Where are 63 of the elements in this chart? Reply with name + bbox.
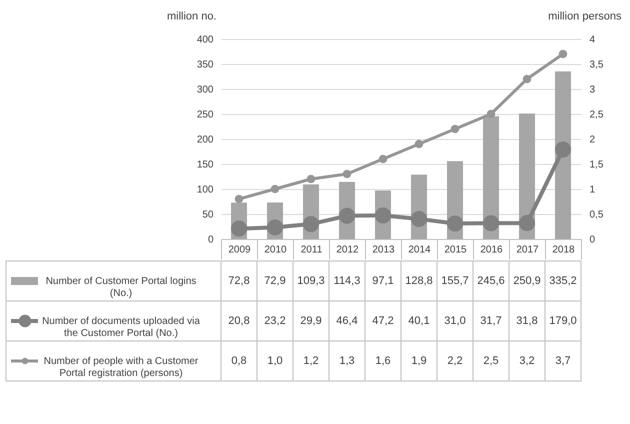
data-label: 1,6 — [375, 355, 391, 367]
legend-label: Number of people with a Customer Portal registration (persons) — [44, 356, 199, 379]
data-label: 114,3 — [334, 275, 360, 287]
y2-tick-label: 0 — [590, 234, 596, 246]
data-label: 40,1 — [408, 315, 430, 327]
data-label: 128,8 — [405, 275, 433, 287]
y2-tick-label: 3,5 — [590, 60, 604, 70]
x-tick-label: 2018 — [552, 244, 576, 256]
y2-tick-label: 1,5 — [590, 160, 604, 170]
data-label: 1,9 — [411, 355, 427, 367]
data-label: 2,5 — [483, 355, 499, 367]
y-tick-label: 150 — [196, 160, 214, 170]
y2-tick-label: 2 — [590, 134, 596, 146]
data-label: 46,4 — [336, 315, 358, 327]
data-label: 31,0 — [444, 315, 466, 327]
y-tick-label: 200 — [196, 134, 214, 146]
data-label: 1,2 — [303, 355, 319, 367]
data-label: 1,0 — [267, 355, 283, 367]
data-label: 20,8 — [228, 315, 250, 327]
x-tick-label: 2009 — [228, 244, 252, 256]
x-tick-label: 2015 — [444, 244, 468, 256]
data-label: 29,9 — [300, 315, 322, 327]
y-tick-label: 0 — [208, 234, 214, 246]
y-tick-label: 300 — [196, 84, 214, 96]
data-label: 155,7 — [441, 275, 469, 287]
x-tick-label: 2011 — [300, 244, 323, 256]
y-tick-label: 400 — [196, 34, 214, 46]
data-label: 97,1 — [372, 275, 394, 287]
y-tick-label: 50 — [202, 210, 214, 220]
legend-label: Number of Customer Portal logins (No.) — [46, 276, 196, 299]
data-label: 72,9 — [264, 275, 286, 287]
x-tick-label: 2010 — [264, 244, 288, 256]
data-label: 31,8 — [516, 315, 538, 327]
y2-tick-label: 0,5 — [590, 210, 604, 220]
data-label: 72,8 — [228, 275, 250, 287]
y2-axis-title: million persons — [548, 10, 622, 22]
y-tick-label: 350 — [196, 60, 214, 70]
data-label: 31,7 — [480, 315, 502, 327]
data-label: 23,2 — [264, 315, 286, 327]
y2-tick-label: 4 — [590, 34, 596, 46]
data-label: 335,2 — [549, 275, 577, 287]
data-label: 3,7 — [555, 355, 571, 367]
y2-tick-label: 3 — [590, 84, 596, 96]
data-label: 2,2 — [447, 355, 463, 367]
legend-label: Number of documents uploaded via the Customer Portal (No.) — [42, 316, 200, 339]
y2-tick-label: 1 — [590, 184, 596, 196]
data-label: 3,2 — [519, 355, 535, 367]
data-label: 179,0 — [549, 315, 577, 327]
data-label: 109,3 — [297, 275, 325, 287]
data-label: 1,3 — [339, 355, 355, 367]
data-label: 250,9 — [513, 275, 541, 287]
y-tick-label: 250 — [196, 110, 214, 120]
y-axis-title: million no. — [166, 10, 216, 22]
y-tick-label: 100 — [196, 184, 214, 196]
x-tick-label: 2012 — [336, 244, 360, 256]
x-tick-label: 2014 — [408, 244, 432, 256]
x-tick-label: 2013 — [372, 244, 396, 256]
y2-tick-label: 2,5 — [590, 110, 604, 120]
x-tick-label: 2016 — [480, 244, 504, 256]
data-label: 245,6 — [477, 275, 505, 287]
x-tick-label: 2017 — [516, 244, 540, 256]
data-label: 47,2 — [372, 315, 394, 327]
data-label: 0,8 — [231, 355, 247, 367]
